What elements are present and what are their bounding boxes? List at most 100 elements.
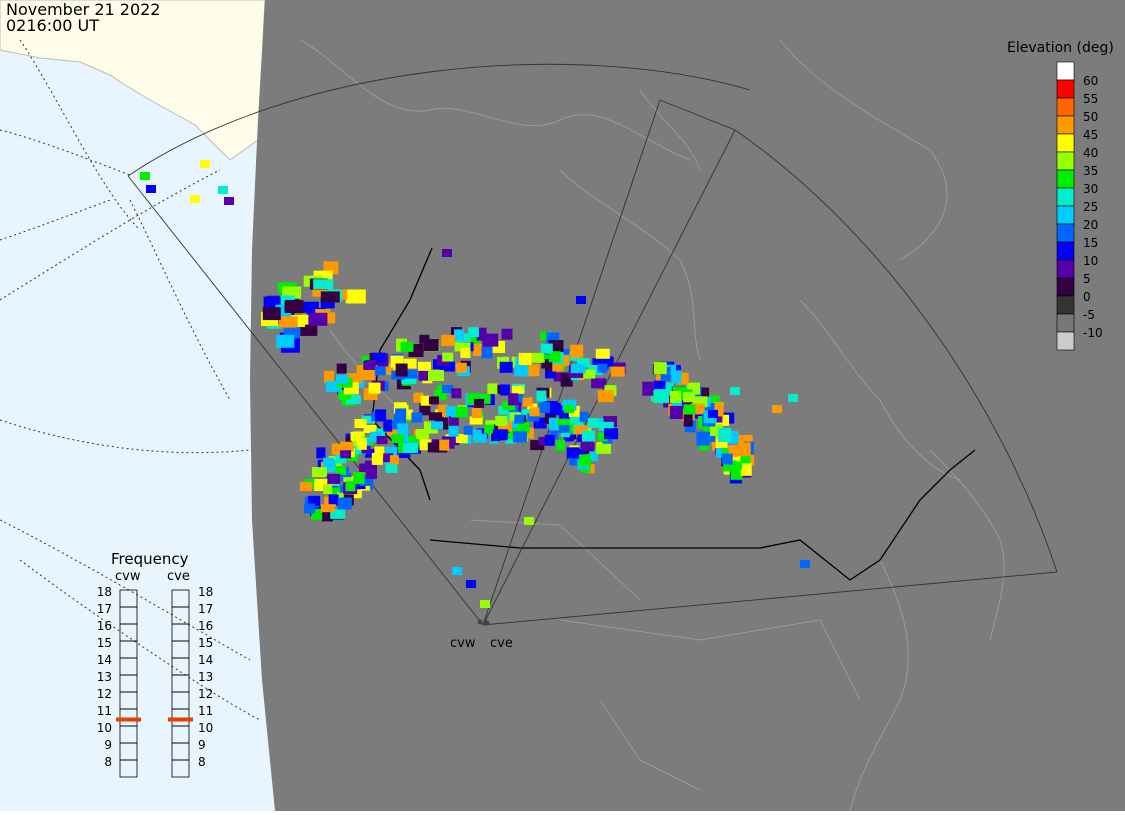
echo-cell [487, 383, 498, 395]
frequency-tick-label: 16 [198, 619, 213, 633]
echo-cell [544, 434, 555, 446]
echo-cell [445, 406, 456, 417]
echo-cell [411, 412, 423, 423]
echo-cell [508, 393, 519, 406]
echo-cell [366, 467, 377, 480]
echo-cell [497, 420, 512, 432]
echo-cell [361, 415, 376, 424]
echo-cell [471, 408, 482, 419]
echo-cell [480, 600, 490, 608]
echo-cell [442, 385, 454, 393]
echo-cell [704, 395, 720, 406]
elevation-level-label: 55 [1083, 92, 1098, 106]
echo-cell [436, 385, 446, 395]
echo-cell [376, 436, 388, 444]
frequency-tick-label: 11 [198, 704, 213, 718]
echo-cell [336, 363, 347, 374]
echo-cell [300, 324, 318, 336]
elevation-level-label: 50 [1083, 110, 1098, 124]
elevation-swatch [1056, 187, 1075, 207]
echo-cell [548, 351, 561, 363]
frequency-tick-label: 13 [97, 670, 112, 684]
echo-cell [541, 402, 550, 413]
echo-cell [448, 425, 459, 437]
echo-cell [427, 442, 437, 453]
echo-cell [416, 429, 429, 439]
echo-cell [403, 358, 417, 369]
frequency-scales: 18 17 16 15 14 13 12 11 10 9 8 18 17 16 15 14 13 12 11 10 9 8 [97, 585, 213, 778]
echo-cell [598, 356, 614, 367]
echo-cell [369, 431, 382, 442]
echo-cell [356, 437, 367, 450]
frequency-tick-label: 13 [198, 670, 213, 684]
echo-cell [397, 448, 411, 458]
echo-cell [737, 442, 751, 457]
echo-cell [418, 361, 431, 371]
echo-cell [394, 414, 406, 424]
echo-cell [577, 358, 590, 368]
echo-cell [304, 503, 315, 514]
echo-cell [320, 291, 340, 303]
echo-cell [788, 394, 798, 402]
echo-cell [371, 352, 386, 363]
elevation-level-label: 5 [1083, 272, 1091, 286]
echo-cell [453, 406, 468, 418]
radar-echoes [140, 160, 810, 608]
echo-cell [591, 378, 607, 389]
echo-cell [345, 395, 361, 405]
echo-cell [283, 328, 300, 339]
elevation-level-label: 30 [1083, 182, 1098, 196]
echo-cell [324, 370, 334, 383]
echo-cell [527, 413, 540, 422]
echo-cell [385, 462, 398, 473]
echo-cell [683, 414, 693, 427]
echo-cell [597, 390, 614, 403]
frequency-tick-label: 10 [198, 721, 213, 735]
echo-cell [382, 364, 398, 375]
echo-cell [397, 423, 409, 434]
echo-cell [514, 414, 525, 424]
echo-cell [375, 409, 387, 422]
echo-cell [433, 390, 447, 401]
echo-cell [468, 327, 479, 338]
echo-cell [531, 352, 544, 363]
frequency-indicator-cve [168, 717, 193, 722]
echo-cell [512, 422, 528, 433]
elevation-level-label: 45 [1083, 128, 1098, 142]
echo-cell [395, 363, 408, 377]
echo-cell [328, 494, 339, 505]
site-label-cvw: cvw [450, 636, 476, 651]
echo-cell [448, 414, 459, 427]
echo-cell [545, 366, 556, 379]
echo-cell [642, 381, 654, 396]
echo-cell [395, 408, 407, 421]
frequency-title: Frequency [111, 550, 189, 568]
echo-cell [576, 296, 586, 304]
echo-cell [481, 346, 493, 359]
echo-cell [451, 388, 462, 399]
echo-cell [316, 447, 326, 459]
echo-cell [403, 369, 418, 379]
elevation-level-label: 0 [1083, 290, 1091, 304]
frequency-radar-label-cvw: cvw [115, 569, 141, 584]
echo-cell [772, 405, 782, 413]
echo-cell [224, 197, 234, 205]
echo-cell [695, 387, 710, 398]
echo-cell [338, 390, 352, 400]
echo-cell [454, 329, 464, 341]
elevation-legend-title: Elevation (deg) [1007, 40, 1114, 56]
echo-cell [538, 436, 550, 445]
frequency-tick-label: 10 [97, 721, 112, 735]
frequency-tick-label: 17 [97, 602, 112, 616]
frequency-radar-label-cve: cve [167, 569, 190, 584]
frequency-tick-label: 8 [104, 755, 112, 769]
echo-cell [328, 487, 341, 499]
echo-cell [512, 385, 525, 394]
elevation-swatch [1056, 169, 1075, 189]
echo-cell [363, 360, 375, 370]
frequency-tick-label: 8 [198, 755, 206, 769]
echo-cell [654, 389, 669, 404]
frequency-tick-label: 15 [198, 636, 213, 650]
